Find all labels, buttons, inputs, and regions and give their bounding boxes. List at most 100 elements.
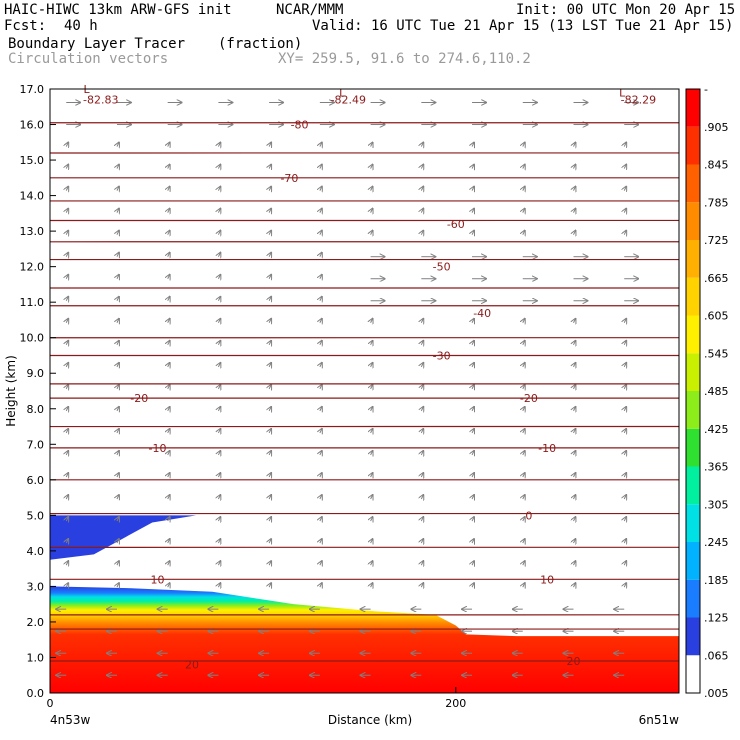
vector-arrow xyxy=(269,561,271,565)
vector-arrow xyxy=(66,385,68,389)
vector-arrow xyxy=(573,363,575,367)
contour-line xyxy=(49,286,680,290)
vector-arrow xyxy=(66,451,68,455)
x-tick-label: 0 xyxy=(47,697,54,710)
colorbar-swatch xyxy=(686,315,700,354)
vector-arrow xyxy=(624,495,626,499)
vector-arrow xyxy=(472,341,474,345)
colorbar-swatch xyxy=(686,617,700,656)
colorbar-swatch xyxy=(686,353,700,391)
vector-arrow xyxy=(624,363,626,367)
contour-line xyxy=(49,258,680,261)
vector-arrow xyxy=(117,495,119,499)
contour-label: -70 xyxy=(280,172,298,185)
vector-arrow xyxy=(320,275,322,279)
vector-arrow xyxy=(66,275,68,279)
colorbar-swatch xyxy=(686,542,700,580)
colorbar-swatch xyxy=(686,466,700,505)
vector-arrow xyxy=(421,495,423,499)
vector-arrow xyxy=(269,165,271,169)
vector-arrow xyxy=(218,341,220,345)
y-tick-label: 6.0 xyxy=(27,474,45,487)
contour-line xyxy=(49,446,680,449)
vector-arrow xyxy=(66,319,68,323)
vector-arrow xyxy=(320,473,322,477)
contour-line xyxy=(49,546,680,549)
vector-arrow xyxy=(66,297,68,301)
y-axis-ticks: 0.0 1.0 2.0 3.0 4.0 5.0 6.0 7.0 8.0 9.0 10.0 11.0 12… xyxy=(20,83,56,700)
vector-arrow xyxy=(117,187,119,191)
vector-arrow xyxy=(472,385,474,389)
contour-line xyxy=(49,425,680,428)
vector-arrow xyxy=(269,473,271,477)
vector-arrow xyxy=(66,143,68,147)
contour-line xyxy=(49,478,680,481)
contour-line xyxy=(49,396,680,400)
plot-frame xyxy=(49,88,680,694)
contour-label: 10 xyxy=(540,573,554,586)
vector-arrow xyxy=(168,429,170,433)
vector-arrow xyxy=(320,165,322,169)
contour-line xyxy=(49,659,680,663)
contour-line xyxy=(49,199,680,203)
vector-arrow xyxy=(472,363,474,367)
vector-arrow xyxy=(218,275,220,279)
vector-arrow xyxy=(168,473,170,477)
vector-arrow xyxy=(624,473,626,477)
vector-arrow xyxy=(624,231,626,235)
vector-arrow xyxy=(269,231,271,235)
vector-arrow xyxy=(421,539,423,543)
colorbar: - .905 .845 .785 .725 .665 .605 .545 .485 .425 .36… xyxy=(685,83,729,700)
vector-arrow xyxy=(421,231,423,235)
contour-line xyxy=(49,176,680,179)
vector-arrow xyxy=(218,561,220,565)
vector-arrow xyxy=(371,165,373,169)
vector-arrow xyxy=(523,451,525,455)
vector-arrow xyxy=(573,187,575,191)
contour-line xyxy=(49,219,680,222)
colorbar-swatch xyxy=(686,89,700,127)
vector-arrow xyxy=(320,253,322,257)
vector-arrow xyxy=(218,363,220,367)
y-tick-label: 0.0 xyxy=(27,687,45,700)
y-axis-label: Height (km) xyxy=(4,355,18,426)
xy-label: XY= 259.5, 91.6 to 274.6,110.2 xyxy=(278,51,531,67)
vector-arrow xyxy=(320,143,322,147)
vector-arrow xyxy=(218,187,220,191)
y-tick-label: 14.0 xyxy=(20,190,45,203)
contour-line xyxy=(49,354,680,357)
colorbar-label: .305 xyxy=(704,498,729,511)
y-tick-label: 2.0 xyxy=(27,616,45,629)
vector-arrow xyxy=(371,429,373,433)
vector-arrow xyxy=(421,187,423,191)
vector-arrow xyxy=(218,143,220,147)
vector-arrow xyxy=(573,209,575,213)
x-endpoint-left: 4n53w xyxy=(50,713,91,727)
vector-arrow xyxy=(573,231,575,235)
vector-arrow xyxy=(66,231,68,235)
vector-arrow xyxy=(371,583,373,587)
vector-arrow xyxy=(168,297,170,301)
vector-arrow xyxy=(168,517,170,521)
fcst-value: 40 h xyxy=(64,18,98,34)
colorbar-label: .845 xyxy=(704,159,729,172)
vector-arrow xyxy=(117,143,119,147)
vector-arrow xyxy=(523,165,525,169)
vector-arrow xyxy=(371,473,373,477)
y-tick-label: 9.0 xyxy=(27,367,45,380)
vector-arrow xyxy=(472,539,474,543)
vector-arrow xyxy=(66,187,68,191)
vector-arrow xyxy=(472,517,474,521)
vector-arrow xyxy=(168,187,170,191)
contour-label: -80 xyxy=(291,119,309,132)
vector-arrow xyxy=(624,143,626,147)
vector-arrow xyxy=(66,495,68,499)
contour-labels: -82.83 -82.49 -82.29 -80 -70 -60 -50 -40 -30 -20 -… xyxy=(83,83,656,672)
vector-arrow xyxy=(269,385,271,389)
vector-arrow xyxy=(624,561,626,565)
contour-label: -82.83 xyxy=(83,94,118,107)
vector-arrow xyxy=(218,539,220,543)
y-tick-label: 3.0 xyxy=(27,580,45,593)
model-title: HAIC-HIWC 13km ARW-GFS init xyxy=(4,2,232,18)
vector-arrow xyxy=(218,165,220,169)
